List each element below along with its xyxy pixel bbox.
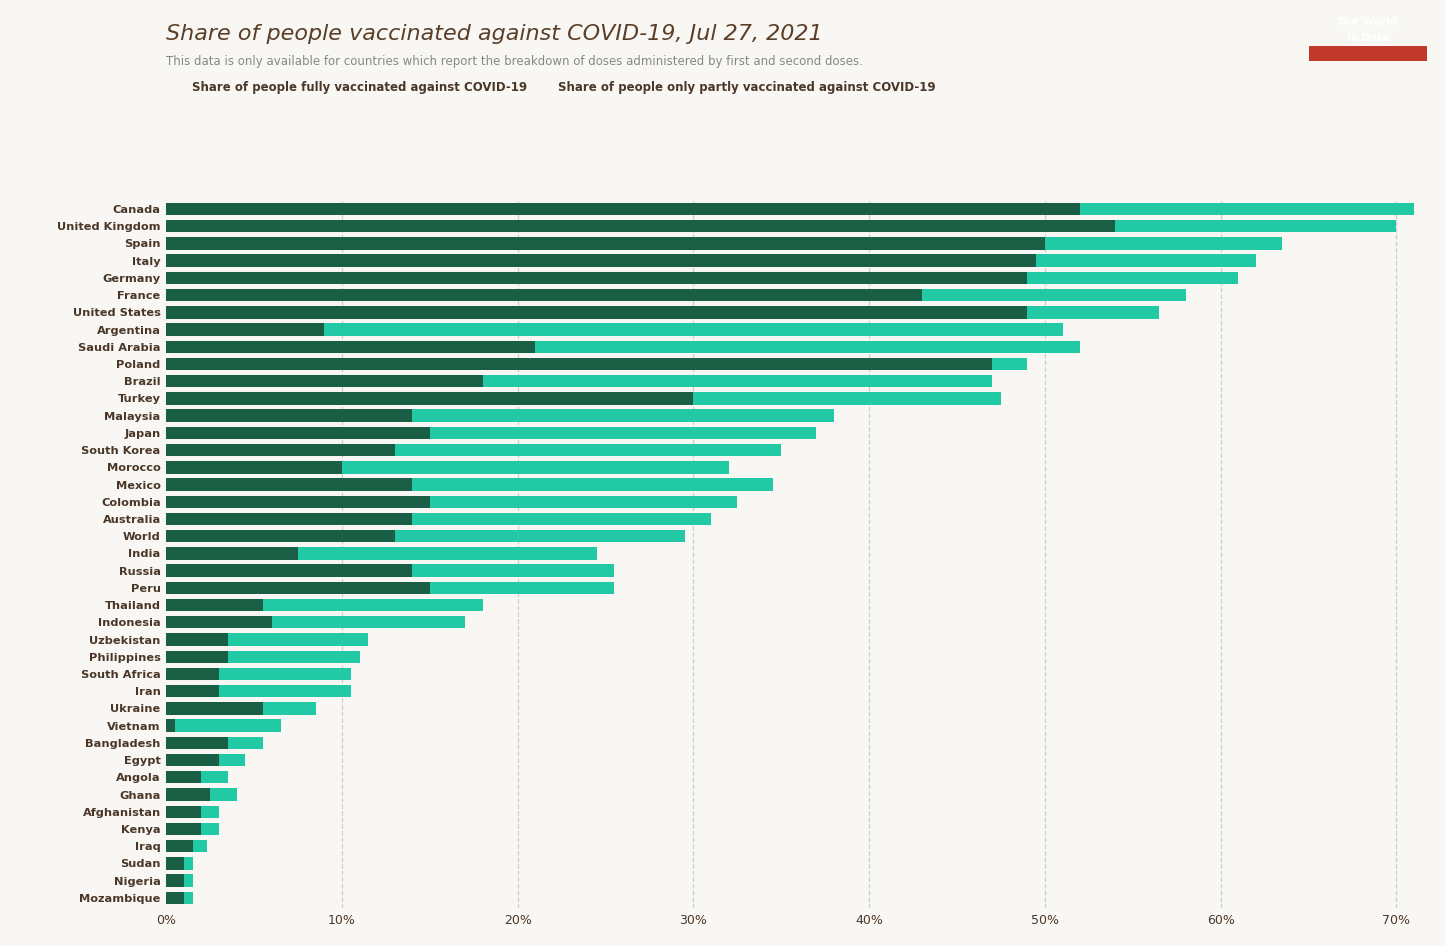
Text: This data is only available for countries which report the breakdown of doses ad: This data is only available for countrie… bbox=[166, 55, 863, 68]
Bar bbox=[1045, 237, 1283, 250]
Bar bbox=[1309, 46, 1427, 61]
Bar bbox=[166, 272, 1027, 284]
Bar bbox=[166, 461, 343, 474]
Bar bbox=[166, 479, 412, 491]
Bar bbox=[166, 582, 429, 594]
Bar bbox=[166, 220, 1115, 233]
Bar bbox=[923, 289, 1186, 301]
Text: Share of people vaccinated against COVID-19, Jul 27, 2021: Share of people vaccinated against COVID… bbox=[166, 24, 823, 44]
Bar bbox=[228, 651, 360, 663]
Bar bbox=[263, 599, 483, 611]
Bar bbox=[228, 633, 369, 646]
Bar bbox=[218, 754, 246, 766]
Bar bbox=[166, 719, 175, 732]
Bar bbox=[395, 530, 685, 542]
Bar bbox=[412, 565, 615, 577]
Bar bbox=[218, 668, 351, 680]
Bar bbox=[166, 289, 923, 301]
Bar bbox=[166, 668, 218, 680]
Bar bbox=[166, 324, 324, 336]
Bar bbox=[166, 358, 992, 370]
Bar bbox=[1080, 202, 1414, 215]
Bar bbox=[429, 582, 615, 594]
Text: Share of people fully vaccinated against COVID-19: Share of people fully vaccinated against… bbox=[192, 80, 528, 94]
Bar bbox=[272, 616, 466, 628]
Bar bbox=[694, 393, 1001, 405]
Bar bbox=[166, 874, 184, 886]
Bar bbox=[166, 565, 412, 577]
Bar bbox=[429, 427, 817, 439]
Bar bbox=[166, 393, 694, 405]
Bar bbox=[166, 599, 263, 611]
Bar bbox=[201, 771, 228, 783]
Bar bbox=[175, 719, 281, 732]
Bar bbox=[166, 737, 228, 749]
Bar bbox=[324, 324, 1063, 336]
Bar bbox=[298, 547, 597, 560]
Bar bbox=[1037, 254, 1255, 267]
Bar bbox=[166, 254, 1037, 267]
Bar bbox=[166, 754, 218, 766]
Bar bbox=[166, 427, 429, 439]
Bar bbox=[210, 788, 237, 800]
Bar bbox=[166, 685, 218, 697]
Bar bbox=[218, 685, 351, 697]
Text: in Data: in Data bbox=[1346, 33, 1390, 44]
Bar bbox=[166, 857, 184, 869]
Bar bbox=[166, 892, 184, 904]
Bar bbox=[166, 702, 263, 714]
Bar bbox=[166, 823, 201, 835]
Bar bbox=[166, 202, 1080, 215]
Bar bbox=[412, 410, 834, 422]
Bar bbox=[166, 788, 210, 800]
Bar bbox=[166, 530, 395, 542]
Bar bbox=[166, 444, 395, 456]
Bar bbox=[166, 237, 1045, 250]
Bar bbox=[166, 651, 228, 663]
Bar bbox=[184, 857, 192, 869]
Bar bbox=[535, 341, 1080, 353]
Text: Our World: Our World bbox=[1338, 17, 1398, 27]
Bar bbox=[412, 513, 711, 525]
Bar bbox=[166, 616, 272, 628]
Bar bbox=[192, 840, 207, 852]
Bar bbox=[166, 513, 412, 525]
Bar bbox=[166, 341, 535, 353]
Text: Share of people only partly vaccinated against COVID-19: Share of people only partly vaccinated a… bbox=[558, 80, 936, 94]
Bar bbox=[429, 496, 737, 508]
Bar bbox=[992, 358, 1027, 370]
Bar bbox=[166, 307, 1027, 319]
Bar bbox=[166, 547, 298, 560]
Bar bbox=[483, 375, 992, 388]
Bar bbox=[166, 496, 429, 508]
Bar bbox=[166, 806, 201, 818]
Bar bbox=[184, 874, 192, 886]
Bar bbox=[166, 840, 192, 852]
Bar bbox=[166, 771, 201, 783]
Bar bbox=[1027, 272, 1238, 284]
Bar bbox=[395, 444, 781, 456]
Bar bbox=[201, 823, 218, 835]
Bar bbox=[263, 702, 315, 714]
Bar bbox=[166, 375, 483, 388]
Bar bbox=[1115, 220, 1397, 233]
Bar bbox=[343, 461, 729, 474]
Bar bbox=[184, 892, 192, 904]
Bar bbox=[1027, 307, 1160, 319]
Bar bbox=[166, 633, 228, 646]
Bar bbox=[228, 737, 263, 749]
Bar bbox=[412, 479, 772, 491]
Bar bbox=[201, 806, 218, 818]
Bar bbox=[166, 410, 412, 422]
